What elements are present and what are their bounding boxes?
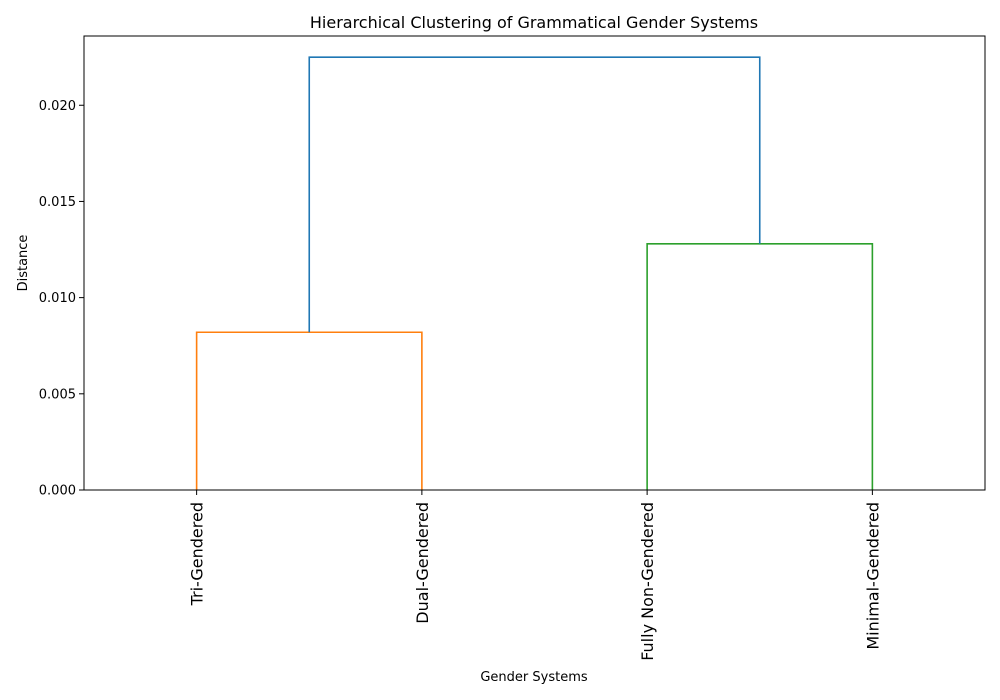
y-tick-label: 0.010	[39, 291, 76, 306]
x-axis: Tri-Gendered Dual-Gendered Fully Non-Gende…	[188, 490, 882, 661]
leaf-label: Minimal-Gendered	[863, 502, 882, 650]
leaf-label: Tri-Gendered	[188, 502, 207, 606]
dendrogram-links	[195, 56, 874, 490]
leaf-label: Dual-Gendered	[413, 502, 432, 624]
leaf-label: Fully Non-Gendered	[638, 502, 657, 661]
dendrogram-link	[646, 242, 874, 490]
x-axis-label: Gender Systems	[480, 670, 588, 685]
y-tick-label: 0.015	[39, 195, 76, 210]
y-tick-label: 0.000	[39, 484, 76, 499]
y-axis-label: Distance	[16, 235, 31, 292]
y-axis: 0.000 0.005 0.010 0.015 0.020	[39, 99, 84, 499]
y-tick-label: 0.020	[39, 99, 76, 114]
plot-frame	[83, 35, 986, 491]
dendrogram-link	[195, 331, 423, 490]
y-tick-label: 0.005	[39, 387, 76, 402]
chart-title: Hierarchical Clustering of Grammatical G…	[310, 13, 758, 32]
dendrogram-link	[308, 56, 761, 333]
